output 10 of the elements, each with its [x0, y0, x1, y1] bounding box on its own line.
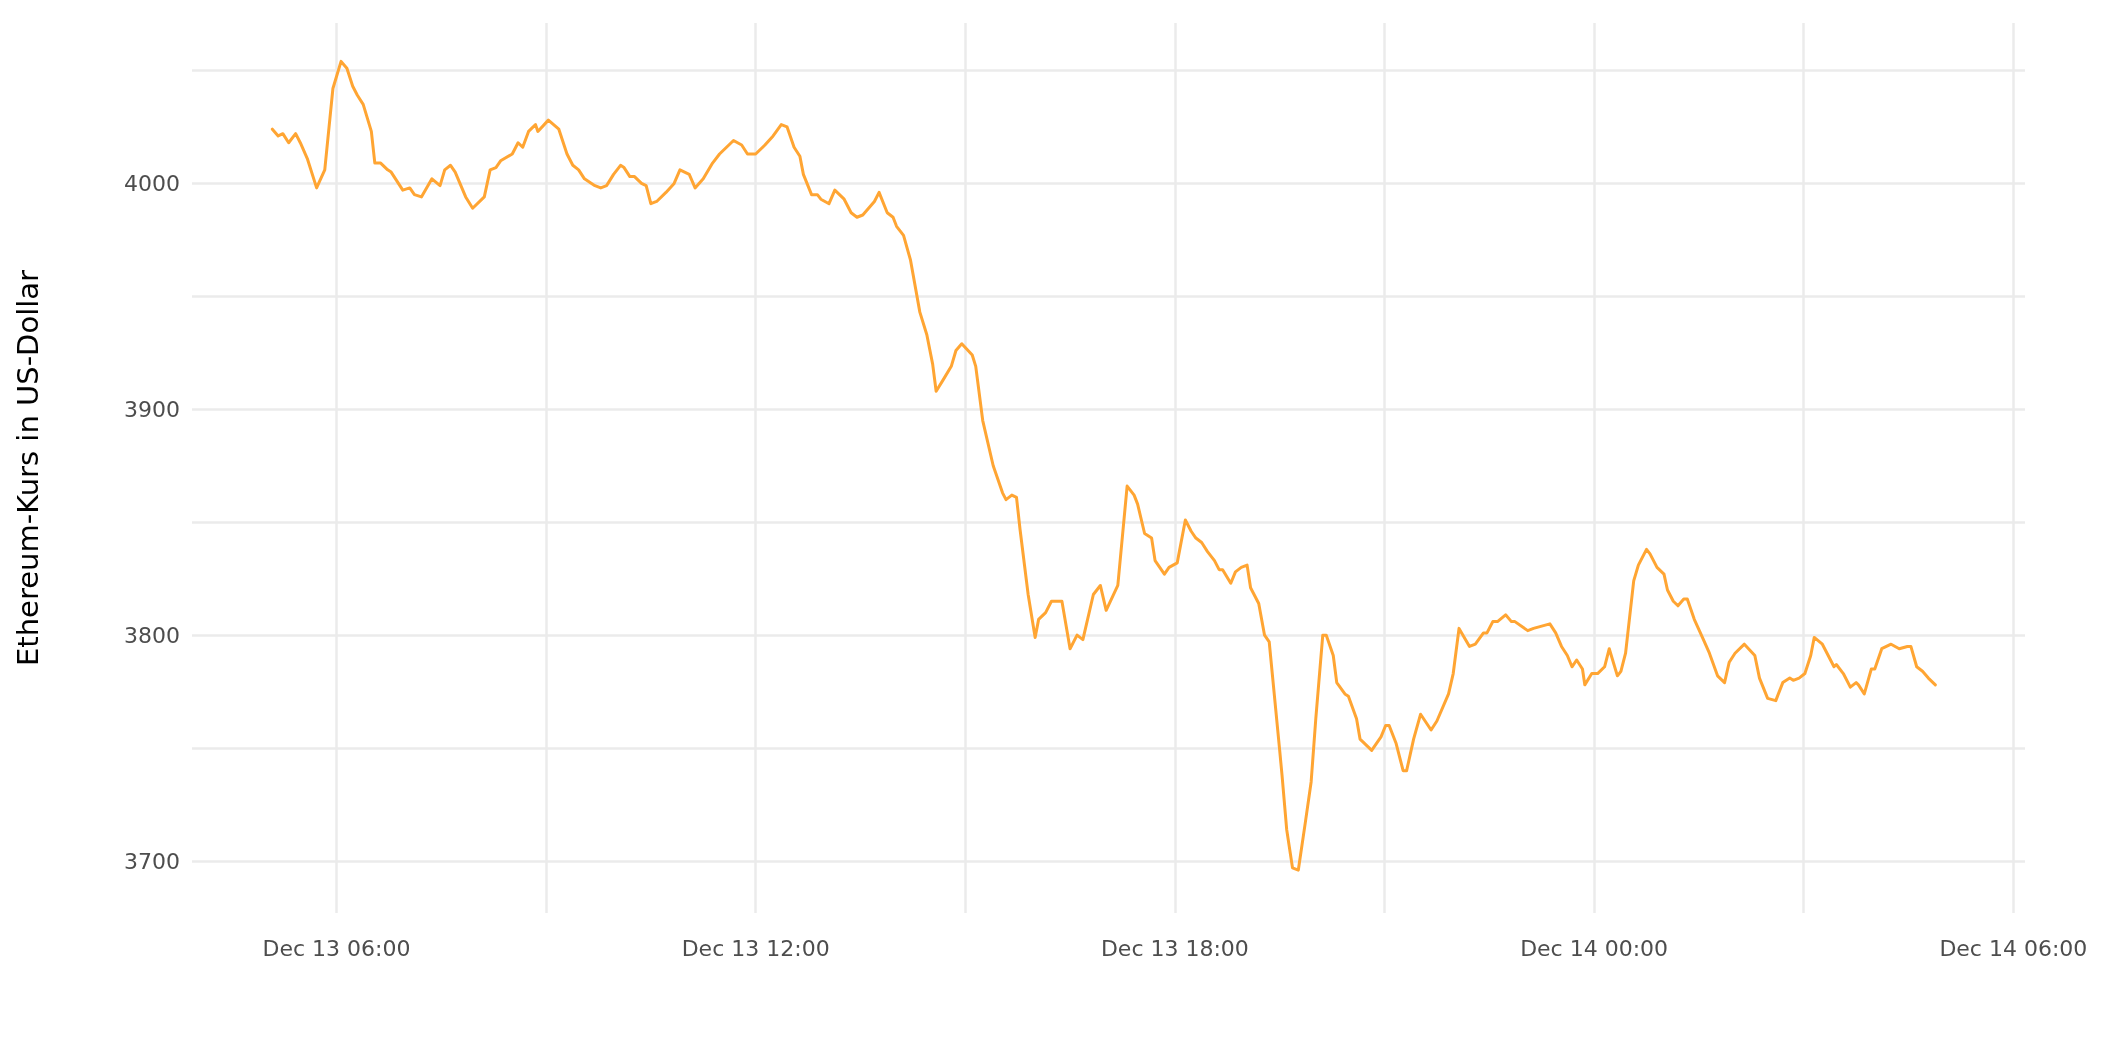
y-tick-label: 3800: [124, 622, 180, 648]
y-tick-label: 3900: [124, 396, 180, 422]
y-axis-title: Ethereum-Kurs in US-Dollar: [10, 269, 45, 666]
x-tick-label: Dec 14 00:00: [1520, 935, 1669, 961]
y-tick-label: 4000: [124, 170, 180, 196]
x-tick-label: Dec 13 18:00: [1100, 935, 1249, 961]
x-tick-label: Dec 14 06:00: [1939, 935, 2088, 961]
x-tick-label: Dec 13 12:00: [681, 935, 830, 961]
y-tick-label: 3700: [124, 848, 180, 874]
x-tick-label: Dec 13 06:00: [262, 935, 411, 961]
